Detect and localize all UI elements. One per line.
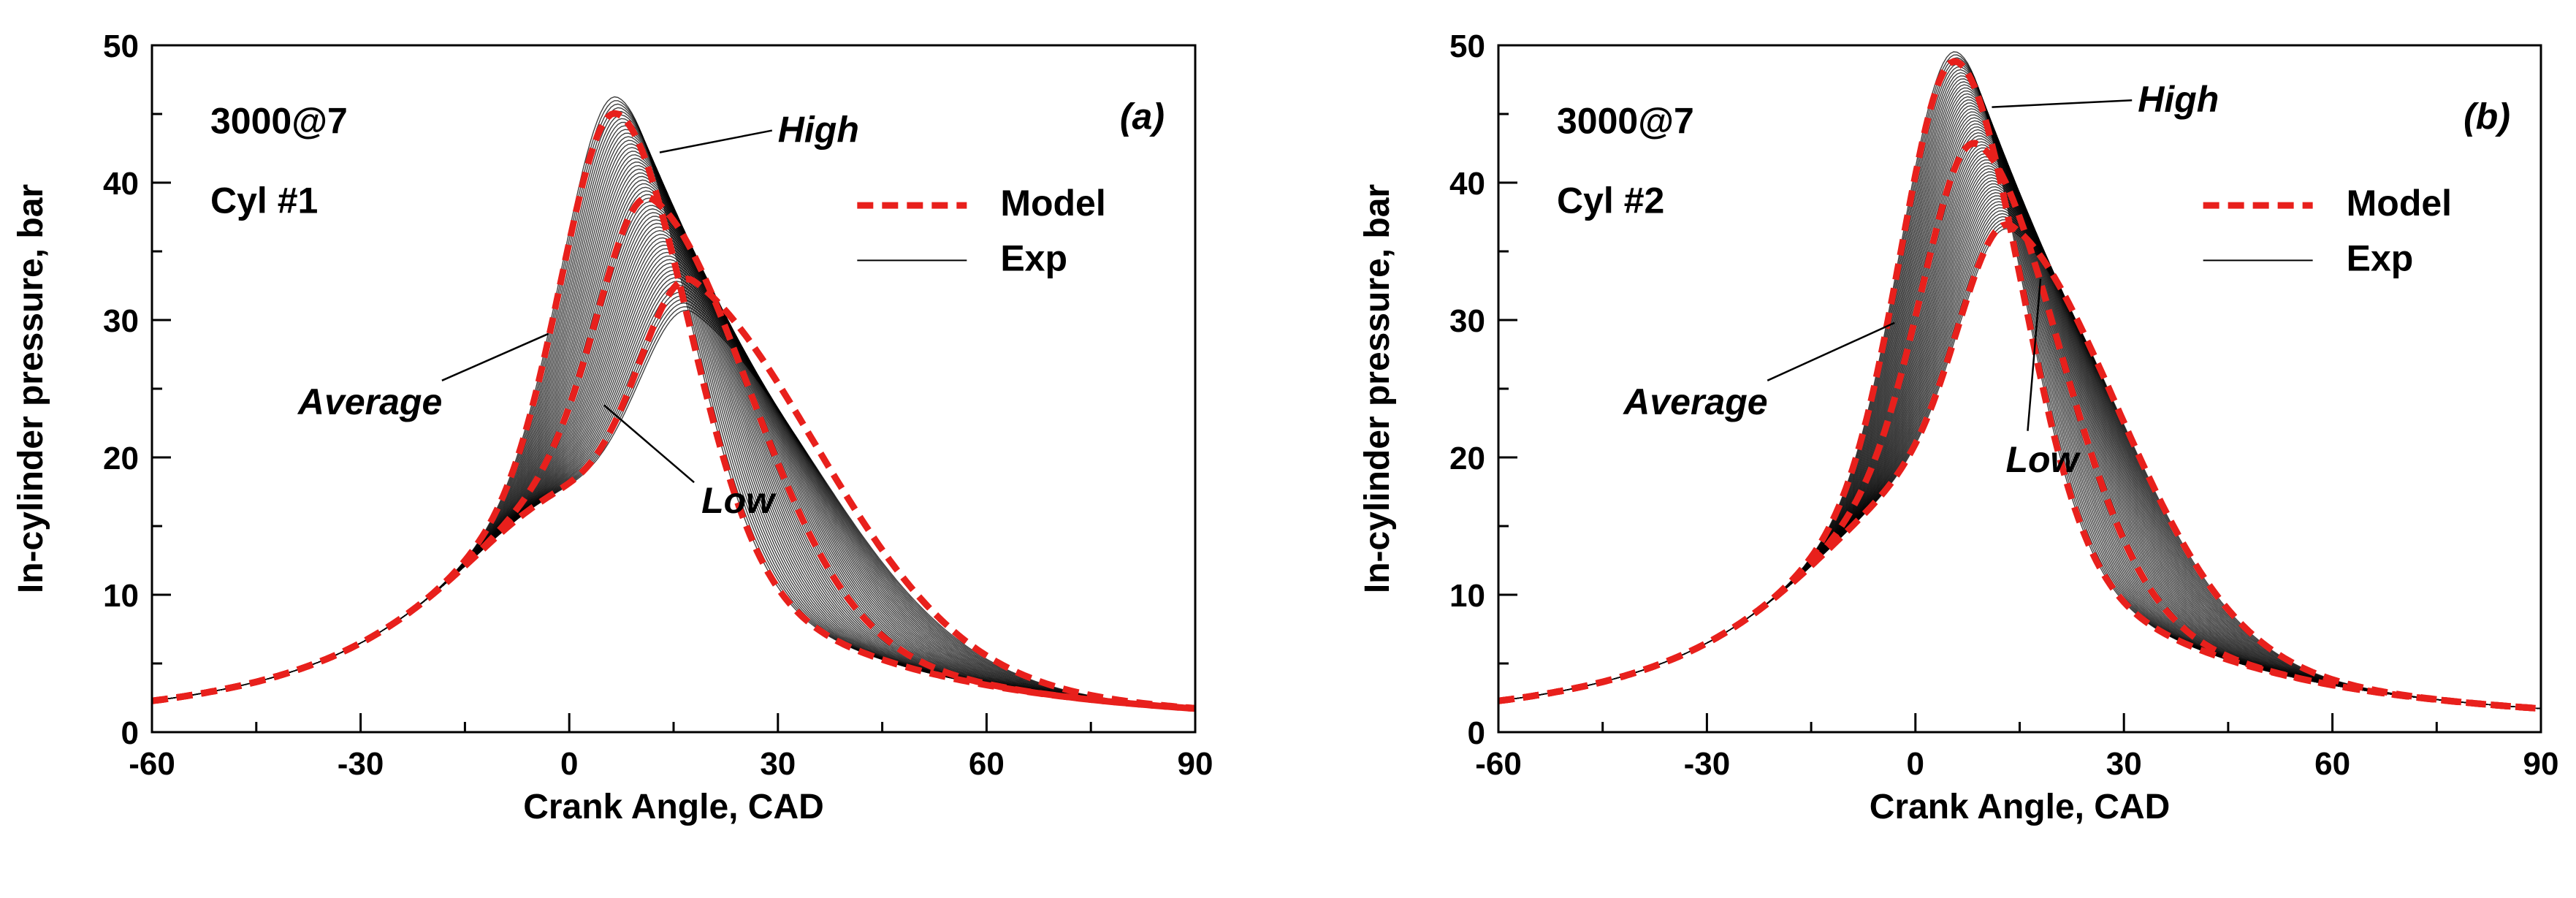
- annotation-leader-low: [2027, 278, 2042, 431]
- annotations: High Average Low: [1622, 79, 2219, 480]
- model-curves: [1498, 58, 2542, 712]
- annotation-average: Average: [1622, 381, 1767, 422]
- annotation-leader-high: [1992, 99, 2133, 108]
- y-tick-label: 50: [1449, 28, 1485, 64]
- x-tick-label: 90: [1178, 746, 1213, 782]
- y-tick-label: 40: [103, 166, 139, 202]
- axis-ticks: [150, 44, 1197, 734]
- panel-label: (b): [2463, 96, 2510, 137]
- x-tick-labels: -60 -30 0 30 60 90: [129, 746, 1213, 782]
- y-tick-label: 20: [1449, 441, 1485, 476]
- y-tick-label: 0: [1468, 715, 1485, 751]
- y-tick-labels: 0 10 20 30 40 50: [103, 28, 139, 751]
- annotation-high: High: [2138, 79, 2219, 120]
- panel-label: (a): [1120, 96, 1165, 137]
- y-tick-label: 40: [1449, 166, 1485, 202]
- x-tick-label: 60: [969, 746, 1005, 782]
- x-tick-label: -60: [129, 746, 175, 782]
- condition-label: 3000@7: [210, 100, 348, 141]
- annotation-low: Low: [701, 480, 777, 521]
- y-tick-label: 10: [1449, 578, 1485, 614]
- x-axis-title: Crank Angle, CAD: [1870, 788, 2171, 826]
- y-tick-labels: 0 10 20 30 40 50: [1449, 28, 1485, 751]
- cylinder-label: Cyl #1: [210, 180, 318, 221]
- x-tick-label: -60: [1475, 746, 1522, 782]
- y-axis-title: In-cylinder pressure, bar: [12, 184, 50, 593]
- legend-label-exp: Exp: [1000, 237, 1067, 278]
- x-axis-title: Crank Angle, CAD: [523, 788, 824, 826]
- legend-label-model: Model: [1000, 183, 1105, 224]
- annotation-leader-average: [1767, 321, 1895, 381]
- y-tick-label: 30: [1449, 303, 1485, 339]
- y-tick-label: 30: [103, 303, 139, 339]
- y-tick-label: 10: [103, 578, 139, 614]
- x-tick-label: 30: [760, 746, 796, 782]
- annotations: High Average Low: [297, 110, 859, 522]
- x-tick-labels: -60 -30 0 30 60 90: [1475, 746, 2558, 782]
- annotation-leader-average: [441, 332, 549, 381]
- model-curves: [151, 110, 1196, 712]
- annotation-leader-low: [603, 404, 695, 484]
- model-line: [1498, 221, 2542, 712]
- legend: Model Exp: [2203, 183, 2452, 278]
- model-line: [151, 275, 1196, 712]
- legend: Model Exp: [857, 183, 1106, 278]
- condition-label: 3000@7: [1557, 100, 1694, 141]
- x-tick-label: 0: [560, 746, 578, 782]
- axis-ticks: [1497, 44, 2542, 734]
- x-tick-label: 60: [2314, 746, 2350, 782]
- x-tick-label: 30: [2106, 746, 2142, 782]
- x-tick-label: 0: [1907, 746, 1924, 782]
- cylinder-label: Cyl #2: [1557, 180, 1664, 221]
- x-tick-label: -30: [1684, 746, 1731, 782]
- annotation-leader-high: [659, 129, 773, 153]
- annotation-high: High: [778, 110, 859, 151]
- x-tick-label: 90: [2523, 746, 2559, 782]
- y-tick-label: 50: [103, 28, 139, 64]
- legend-label-exp: Exp: [2347, 237, 2414, 278]
- x-tick-label: -30: [338, 746, 384, 782]
- legend-label-model: Model: [2347, 183, 2452, 224]
- panel-a: -60 -30 0 30 60 90 0 10 20 30 40 50 Cran…: [12, 28, 1213, 826]
- y-tick-label: 0: [121, 715, 139, 751]
- annotation-average: Average: [297, 381, 442, 422]
- panel-b: -60 -30 0 30 60 90 0 10 20 30 40 50 Cran…: [1358, 28, 2558, 826]
- annotation-low: Low: [2005, 439, 2081, 480]
- y-tick-label: 20: [103, 441, 139, 476]
- y-axis-title: In-cylinder pressure, bar: [1358, 184, 1397, 593]
